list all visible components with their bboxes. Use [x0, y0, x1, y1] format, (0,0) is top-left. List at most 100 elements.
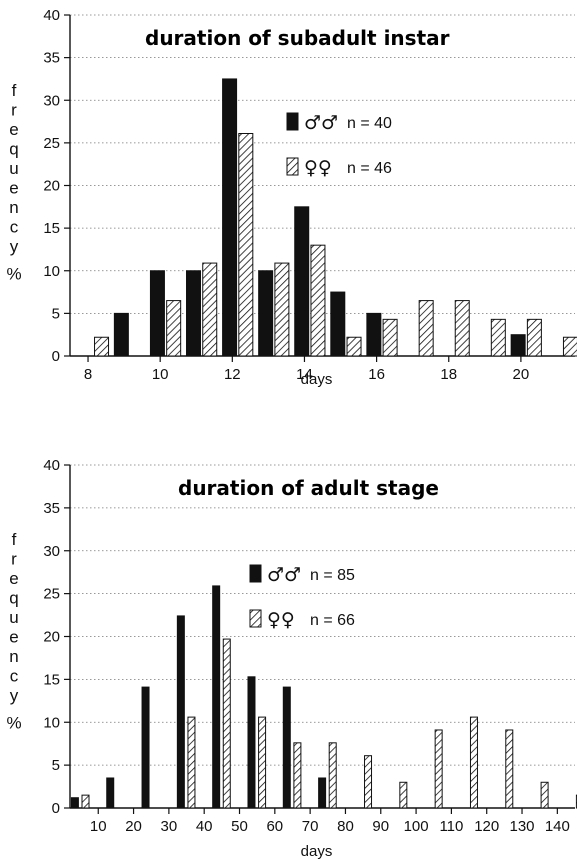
legend-swatch-male [286, 112, 299, 131]
x-tick-label: 30 [161, 818, 178, 835]
y-axis-label-letter: f [12, 81, 17, 100]
bar-female [382, 318, 398, 357]
y-axis-label-letter: q [9, 589, 18, 608]
bar-male [294, 206, 310, 357]
bar-male [186, 270, 202, 357]
bar-female [94, 336, 110, 357]
x-tick-label: 8 [84, 366, 92, 383]
legend-label-male: n = 85 [310, 567, 355, 584]
bar-female [490, 318, 506, 357]
bar-female [399, 781, 408, 809]
y-axis-label-letter: c [10, 667, 19, 686]
bar-female [238, 132, 254, 357]
x-tick-label: 120 [474, 818, 499, 835]
y-tick-label: 30 [43, 92, 60, 109]
y-axis-label-letter: % [6, 265, 21, 284]
legend-symbol-male: ♂♂ [304, 112, 338, 134]
bar-female [166, 300, 182, 357]
y-tick-label: 40 [43, 7, 60, 24]
bar-female [418, 300, 434, 357]
y-tick-label: 10 [43, 263, 60, 280]
bar-male [212, 585, 221, 809]
x-tick-label: 12 [224, 366, 241, 383]
x-tick-label: 20 [513, 366, 530, 383]
y-tick-label: 20 [43, 178, 60, 195]
y-tick-label: 25 [43, 586, 60, 603]
bar-male [176, 615, 185, 809]
x-tick-label: 14 [296, 366, 313, 383]
legend-label-female: n = 46 [347, 160, 392, 177]
y-tick-label: 35 [43, 500, 60, 517]
bar-male [70, 797, 79, 809]
legend-swatch-male [249, 564, 262, 583]
chart-panel-2: 0 5 10 15 20 25 30 35 40 10 20 30 40 50 60 70 80 90 100 110… [6, 457, 577, 860]
bar-female [346, 336, 362, 357]
chart-title: duration of adult stage [178, 476, 439, 500]
bar-female [328, 742, 337, 809]
bar-female [258, 716, 267, 809]
bar-female [293, 742, 302, 809]
y-axis-label-letter: n [9, 198, 18, 217]
y-axis-label-letter: r [11, 101, 17, 120]
x-tick-label: 140 [545, 818, 570, 835]
y-tick-label: 5 [52, 757, 60, 774]
bar-male [106, 777, 115, 809]
bar-male [258, 270, 274, 357]
bar-female [526, 318, 542, 357]
bar-male [149, 270, 165, 357]
y-tick-label: 40 [43, 457, 60, 474]
bar-female [81, 794, 90, 809]
y-axis-label-letter: e [9, 179, 18, 198]
y-axis-label-letter: % [6, 714, 21, 733]
chart-panel-1: 0 5 10 15 20 25 30 35 40 8 10 12 14 16 18 20 duration of… [6, 7, 577, 388]
y-axis-label-letter: e [9, 628, 18, 647]
x-tick-label: 90 [372, 818, 389, 835]
legend-symbol-female: ♀♀ [304, 157, 332, 179]
y-tick-label: 30 [43, 543, 60, 560]
x-tick-label: 16 [368, 366, 385, 383]
y-tick-label: 15 [43, 671, 60, 688]
x-tick-label: 130 [510, 818, 535, 835]
x-axis-label: days [301, 843, 333, 860]
legend-swatch-female [286, 157, 299, 176]
y-tick-label: 20 [43, 629, 60, 646]
bar-female [202, 262, 218, 357]
y-tick-label: 35 [43, 50, 60, 67]
y-tick-label: 0 [52, 348, 60, 365]
legend-symbol-female: ♀♀ [267, 609, 295, 631]
bar-male [330, 291, 346, 357]
bar-female [562, 336, 577, 357]
x-tick-label: 100 [404, 818, 429, 835]
y-axis-label-letter: r [11, 550, 17, 569]
legend-swatch-female [249, 609, 262, 628]
x-tick-label: 50 [231, 818, 248, 835]
y-axis-label-letter: y [10, 686, 19, 705]
bar-male [113, 312, 129, 357]
bar-male [282, 686, 291, 809]
bar-female [222, 638, 231, 809]
chart-title: duration of subadult instar [145, 26, 450, 50]
y-tick-label: 0 [52, 800, 60, 817]
y-axis-label-letter: c [10, 218, 19, 237]
x-tick-label: 60 [266, 818, 283, 835]
bar-male [222, 78, 238, 357]
legend-label-male: n = 40 [347, 115, 392, 132]
bar-female [364, 755, 373, 809]
y-tick-label: 25 [43, 135, 60, 152]
x-tick-label: 110 [439, 818, 463, 835]
y-axis-label-letter: y [10, 237, 19, 256]
y-axis-label-letter: n [9, 647, 18, 666]
bar-female [310, 244, 326, 357]
y-axis-label-letter: q [9, 140, 18, 159]
x-tick-label: 20 [125, 818, 142, 835]
bar-female [469, 716, 478, 809]
legend-label-female: n = 66 [310, 612, 355, 629]
x-axis-label: days [301, 371, 333, 388]
bar-male [366, 312, 382, 357]
x-tick-label: 18 [440, 366, 457, 383]
bar-female [187, 716, 196, 809]
y-axis-label-letter: e [9, 569, 18, 588]
legend-symbol-male: ♂♂ [267, 564, 301, 586]
y-axis-label-letter: e [9, 120, 18, 139]
